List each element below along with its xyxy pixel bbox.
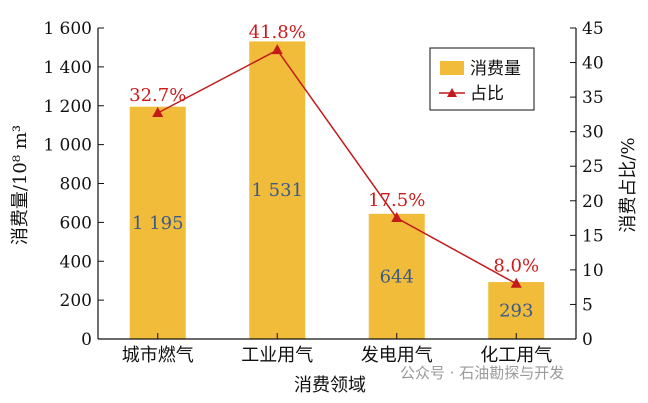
x-tick-label: 工业用气 [241, 345, 313, 366]
watermark: 公众号 · 石油勘探与开发 [400, 364, 564, 382]
share-value-label: 17.5% [368, 190, 425, 211]
share-point-1 [152, 107, 164, 118]
share-value-label: 8.0% [493, 256, 539, 277]
bar-value-label: 293 [499, 301, 533, 322]
x-tick-label: 化工用气 [480, 345, 552, 366]
y-tick-label-left: 0 [81, 330, 92, 350]
y-tick-label-left: 800 [60, 175, 92, 195]
x-axis-title: 消费领域 [294, 375, 366, 396]
y-tick-label-left: 1 000 [43, 136, 92, 156]
axes-layer: 0 200 400 600 800 1 000 1 200 1 400 1 600 0 5 10 15 2… [43, 19, 603, 366]
bar-3 [368, 213, 425, 339]
y-tick-label-left: 1 400 [43, 58, 92, 78]
y-tick-label-right: 15 [582, 226, 604, 246]
y-tick-label-right: 40 [582, 54, 604, 74]
legend: 消费量 占比 [429, 47, 535, 111]
legend-line-label: 占比 [470, 84, 504, 104]
y-tick-label-left: 200 [60, 291, 92, 311]
share-point-4 [510, 277, 522, 288]
share-line [157, 49, 517, 285]
bar-value-label: 1 195 [132, 213, 184, 234]
y-tick-label-right: 0 [582, 330, 593, 350]
y-axis-title-left: 消费量/10⁸ m³ [10, 125, 31, 245]
legend-box [429, 47, 535, 111]
y-tick-label-right: 20 [582, 192, 604, 212]
y-tick-label-left: 1 600 [43, 19, 92, 39]
y-tick-label-right: 10 [582, 261, 604, 281]
x-tick-label: 城市燃气 [122, 345, 194, 366]
legend-bar-swatch [440, 61, 464, 75]
y-tick-label-right: 30 [582, 123, 604, 143]
share-point-3 [391, 212, 403, 223]
share-value-label: 32.7% [129, 85, 186, 106]
labels-layer: 1 195 1 531 644 293 32.7% 41.8% 17.5% 8.0% [129, 22, 539, 321]
y-tick-label-right: 45 [582, 19, 604, 39]
share-value-label: 41.8% [249, 22, 306, 43]
y-tick-label-right: 25 [582, 157, 604, 177]
bar-value-label: 644 [380, 266, 414, 287]
x-tick-label: 发电用气 [361, 345, 433, 366]
share-point-2 [271, 44, 283, 55]
y-tick-label-right: 35 [582, 88, 604, 108]
y-tick-label-left: 600 [60, 213, 92, 233]
bar-1 [129, 106, 186, 339]
bar-value-label: 1 531 [251, 180, 303, 201]
y-tick-label-left: 1 200 [43, 97, 92, 117]
y-tick-label-right: 5 [582, 295, 593, 315]
bar-4 [488, 282, 545, 339]
bars-layer [129, 41, 545, 340]
y-tick-label-left: 400 [60, 252, 92, 272]
line-layer [152, 44, 522, 288]
bar-2 [249, 41, 306, 340]
legend-bar-label: 消费量 [470, 59, 521, 79]
legend-line-marker [447, 88, 457, 97]
y-axis-title-right: 消费占比/% [618, 137, 639, 232]
